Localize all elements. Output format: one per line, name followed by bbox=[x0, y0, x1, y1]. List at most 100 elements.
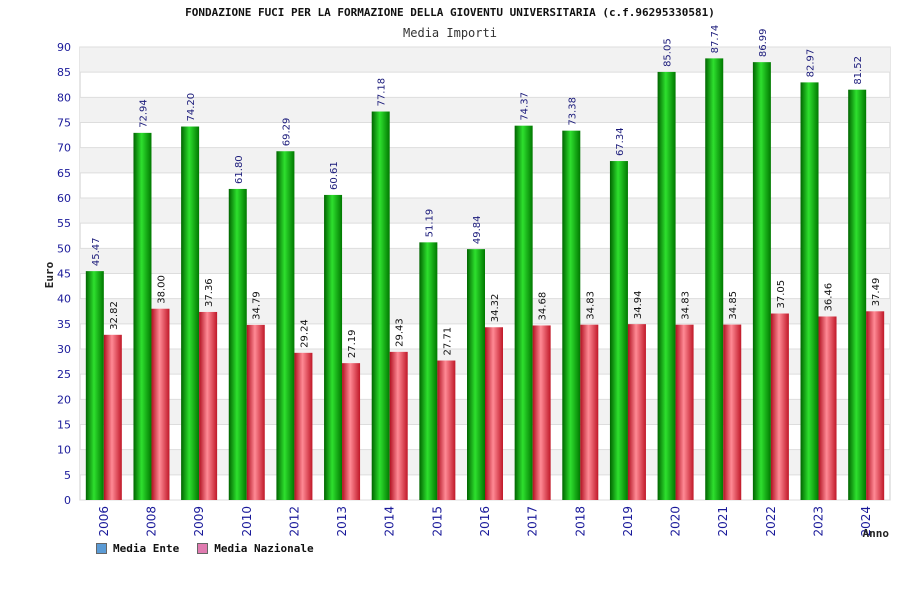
y-tick-label: 85 bbox=[57, 66, 71, 79]
bar-value-label: 67.34 bbox=[615, 127, 626, 156]
y-tick-label: 40 bbox=[57, 293, 71, 306]
y-tick-label: 10 bbox=[57, 444, 71, 457]
legend-item-media-ente: Media Ente bbox=[96, 542, 179, 555]
bar-value-label: 34.85 bbox=[728, 291, 739, 320]
bar-nazionale bbox=[627, 324, 646, 500]
bar-nazionale bbox=[723, 324, 742, 500]
bar-value-label: 72.94 bbox=[138, 99, 149, 128]
bar-ente bbox=[800, 82, 819, 500]
bar-nazionale bbox=[151, 308, 170, 500]
bar-value-label: 27.19 bbox=[347, 330, 358, 359]
bar-nazionale bbox=[675, 324, 694, 500]
bar-value-label: 60.61 bbox=[329, 161, 340, 190]
x-tick-label: 2015 bbox=[430, 506, 444, 537]
bar-value-label: 86.99 bbox=[758, 29, 769, 58]
bar-ente bbox=[133, 132, 152, 501]
bar-value-label: 49.84 bbox=[472, 215, 483, 244]
x-tick-label: 2008 bbox=[144, 506, 158, 537]
y-tick-label: 75 bbox=[57, 117, 71, 130]
x-tick-label: 2009 bbox=[192, 506, 206, 537]
bar-value-label: 34.83 bbox=[585, 291, 596, 320]
bar-ente bbox=[419, 242, 438, 500]
x-tick-label: 2006 bbox=[97, 506, 111, 537]
x-tick-label: 2016 bbox=[478, 506, 492, 537]
legend-label-ente: Media Ente bbox=[113, 542, 180, 555]
bar-nazionale bbox=[580, 324, 599, 500]
x-tick-label: 2018 bbox=[573, 506, 587, 537]
bar-nazionale bbox=[437, 360, 456, 500]
bar-value-label: 87.74 bbox=[710, 25, 721, 54]
bar-value-label: 69.29 bbox=[281, 118, 292, 147]
x-tick-label: 2022 bbox=[764, 506, 778, 537]
bar-ente bbox=[705, 58, 724, 500]
bar-nazionale bbox=[770, 313, 789, 500]
y-tick-label: 35 bbox=[57, 318, 71, 331]
bar-value-label: 74.20 bbox=[186, 93, 197, 122]
legend-swatch-ente bbox=[96, 543, 107, 554]
x-tick-label: 2023 bbox=[812, 506, 826, 537]
y-tick-label: 70 bbox=[57, 142, 71, 155]
bar-value-label: 34.83 bbox=[681, 291, 692, 320]
bars: 45.47 32.82 72.94 38.00 74.20 37.36 61.80 34.79… bbox=[85, 25, 885, 501]
bar-nazionale bbox=[294, 352, 313, 500]
bar-ente bbox=[276, 151, 295, 500]
bar-value-label: 34.79 bbox=[252, 291, 263, 320]
bar-ente bbox=[514, 125, 533, 501]
y-tick-label: 50 bbox=[57, 242, 71, 255]
bar-value-label: 29.24 bbox=[299, 319, 310, 348]
legend: Media Ente Media Nazionale bbox=[96, 542, 314, 555]
chart-title: FONDAZIONE FUCI PER LA FORMAZIONE DELLA … bbox=[185, 6, 715, 19]
bar-value-label: 27.71 bbox=[442, 327, 453, 356]
bar-ente bbox=[848, 89, 867, 500]
bar-value-label: 74.37 bbox=[520, 92, 531, 121]
y-axis-ticks: 0 5 10 15 20 25 30 35 40 45 50 55 60 65 70 75 80 85 90 bbox=[57, 41, 71, 507]
y-tick-label: 20 bbox=[57, 393, 71, 406]
bar-nazionale bbox=[103, 334, 122, 500]
legend-label-nazionale: Media Nazionale bbox=[214, 542, 314, 555]
y-tick-label: 45 bbox=[57, 268, 71, 281]
x-tick-label: 2020 bbox=[669, 506, 683, 537]
x-axis-label: Anno bbox=[863, 527, 890, 540]
bar-nazionale bbox=[532, 325, 551, 500]
y-tick-label: 15 bbox=[57, 419, 71, 432]
bar-value-label: 36.46 bbox=[824, 283, 835, 312]
bar-value-label: 32.82 bbox=[109, 301, 120, 330]
y-tick-label: 55 bbox=[57, 217, 71, 230]
bar-value-label: 34.94 bbox=[633, 290, 644, 319]
bar-ente bbox=[324, 194, 343, 500]
bar-value-label: 77.18 bbox=[377, 78, 388, 107]
y-tick-label: 5 bbox=[64, 469, 71, 482]
bar-nazionale bbox=[246, 324, 265, 500]
x-tick-label: 2019 bbox=[621, 506, 635, 537]
x-tick-label: 2021 bbox=[716, 506, 730, 537]
bar-value-label: 73.38 bbox=[567, 97, 578, 126]
bar-ente bbox=[467, 249, 485, 500]
y-axis-label: Euro bbox=[43, 261, 56, 288]
bar-value-label: 81.52 bbox=[853, 56, 864, 85]
bar-ente bbox=[181, 126, 200, 500]
bar-value-label: 51.19 bbox=[424, 209, 435, 238]
y-tick-label: 90 bbox=[57, 41, 71, 54]
bar-value-label: 82.97 bbox=[806, 49, 817, 78]
bar-value-label: 61.80 bbox=[234, 155, 245, 184]
y-tick-label: 65 bbox=[57, 167, 71, 180]
bar-value-label: 37.36 bbox=[204, 278, 215, 307]
bar-value-label: 37.05 bbox=[776, 280, 787, 309]
bar-ente bbox=[85, 271, 104, 500]
legend-item-media-nazionale: Media Nazionale bbox=[197, 542, 314, 555]
x-tick-label: 2014 bbox=[383, 506, 397, 537]
bar-ente bbox=[609, 161, 628, 500]
legend-swatch-nazionale bbox=[197, 543, 209, 554]
bar-value-label: 34.32 bbox=[490, 294, 501, 323]
bar-value-label: 85.05 bbox=[663, 38, 674, 67]
chart-subtitle: Media Importi bbox=[403, 26, 497, 40]
bar-ente bbox=[371, 111, 390, 500]
bar-nazionale bbox=[485, 327, 503, 500]
bar-ente bbox=[752, 62, 771, 501]
bar-ente bbox=[228, 188, 247, 500]
bar-value-label: 37.49 bbox=[871, 278, 882, 307]
y-tick-label: 25 bbox=[57, 368, 71, 381]
y-tick-label: 80 bbox=[57, 91, 71, 104]
x-axis-ticks: 2006 2008 2009 2010 2012 2013 2014 2015 2016 2017… bbox=[97, 506, 873, 537]
